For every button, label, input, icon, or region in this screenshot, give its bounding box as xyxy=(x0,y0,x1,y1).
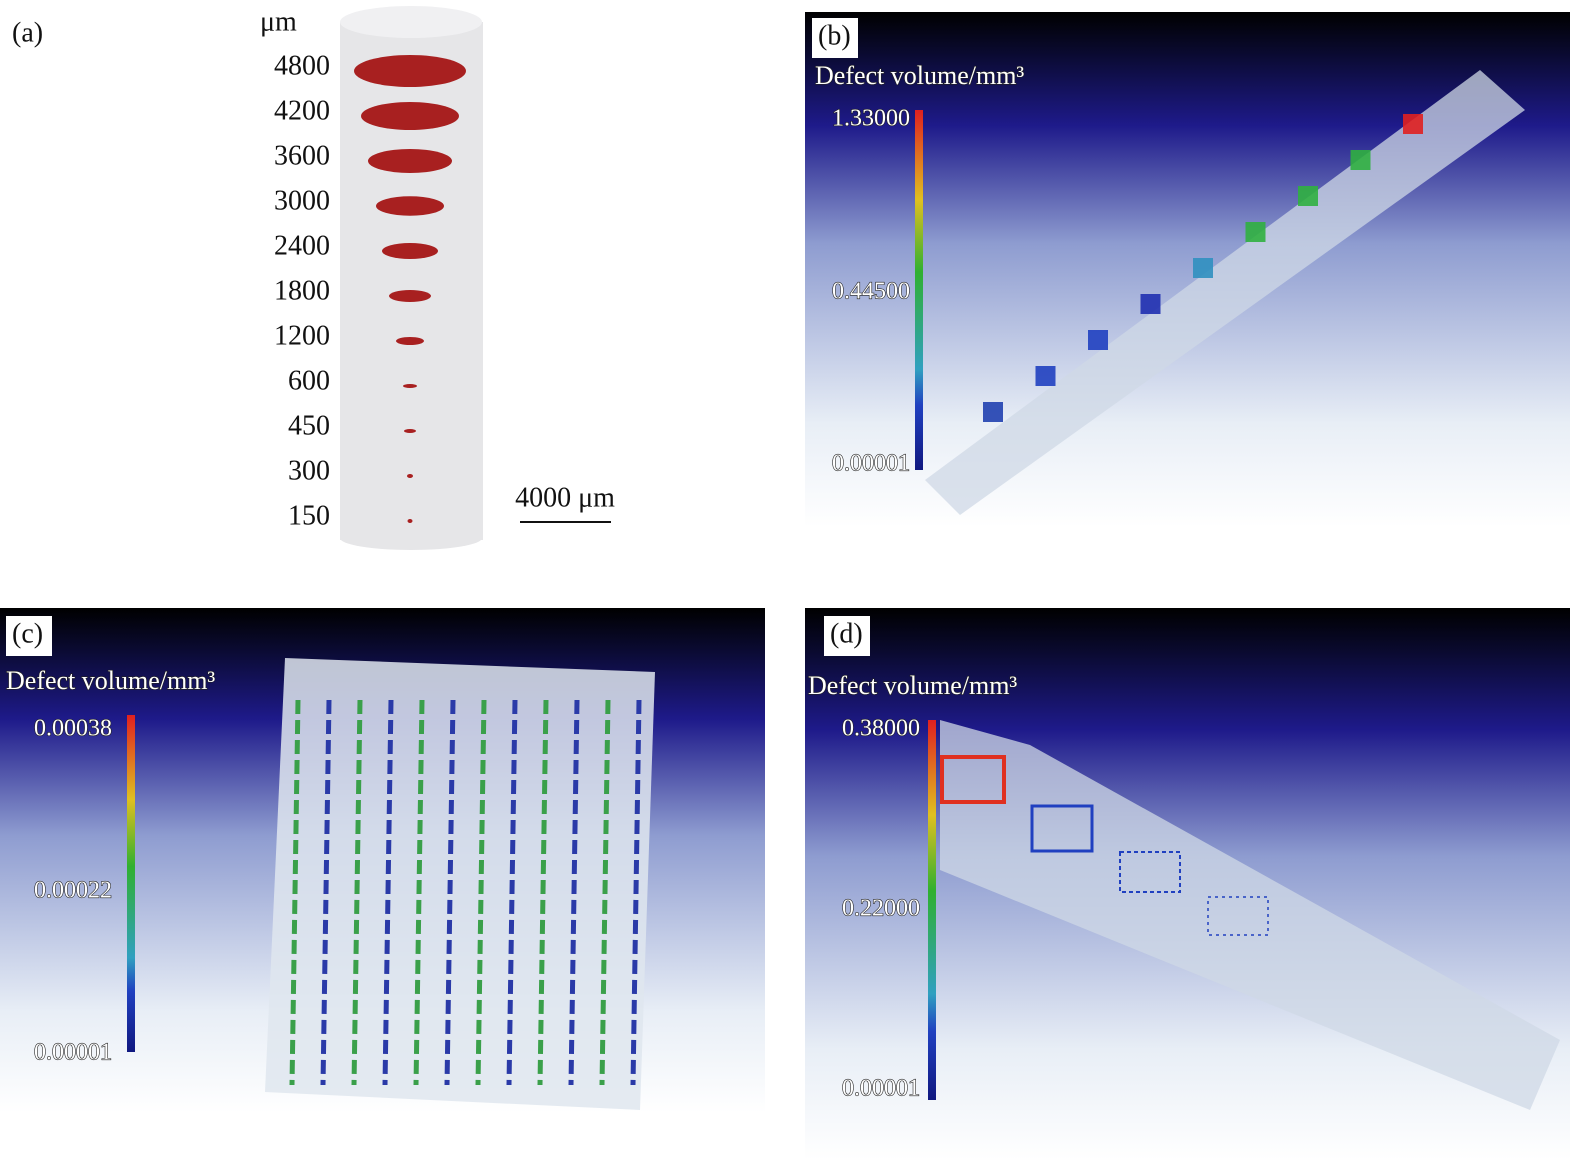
colorbar xyxy=(915,110,923,470)
colorbar-tick-label: 0.00022 xyxy=(34,878,112,904)
colorbar-title: Defect volume/mm³ xyxy=(808,671,1017,700)
panel-a xyxy=(340,6,611,550)
colorbar-title: Defect volume/mm³ xyxy=(6,666,215,695)
colorbar-tick-label: 0.44500 xyxy=(832,279,910,305)
specimen xyxy=(925,70,1525,515)
depth-label: 450 xyxy=(288,410,330,441)
panel-label: (c) xyxy=(12,618,43,649)
defect-cube xyxy=(1140,294,1161,314)
defect-streak xyxy=(444,699,456,1086)
colorbar xyxy=(928,720,936,1100)
defect-slice xyxy=(354,55,466,87)
specimen xyxy=(940,720,1560,1110)
defect-streak xyxy=(289,699,301,1086)
specimen xyxy=(265,658,655,1110)
colorbar-tick-label: 0.00001 xyxy=(34,1040,112,1066)
defect-streak xyxy=(506,699,518,1086)
panel-label: (a) xyxy=(12,17,43,48)
defect-streak xyxy=(475,699,487,1086)
cylinder xyxy=(340,22,483,540)
colorbar-tick-label: 0.00038 xyxy=(34,716,112,742)
cylinder-bottom xyxy=(340,526,482,550)
depth-label: 4800 xyxy=(274,50,330,81)
defect-region xyxy=(1119,851,1181,893)
depth-label: 1200 xyxy=(274,320,330,351)
defect-cube xyxy=(1088,330,1108,350)
colorbar xyxy=(127,715,135,1052)
defect-slice xyxy=(396,337,424,345)
defect-streak xyxy=(599,699,611,1086)
depth-label: 4200 xyxy=(274,95,330,126)
defect-cube xyxy=(1403,114,1423,134)
defect-slice xyxy=(382,243,438,259)
colorbar-tick-label: 0.22000 xyxy=(842,896,920,922)
panel-label-box xyxy=(824,616,870,656)
defect-streak xyxy=(537,699,549,1086)
colorbar-title: Defect volume/mm³ xyxy=(815,61,1024,90)
defect-cube xyxy=(1350,150,1371,170)
depth-label: 150 xyxy=(288,500,330,531)
depth-label: 2400 xyxy=(274,230,330,261)
cylinder-top xyxy=(340,6,482,38)
defect-slice xyxy=(368,149,452,173)
defect-region xyxy=(1030,804,1094,853)
colorbar-tick-label: 0.00001 xyxy=(842,1076,920,1102)
unit: μm xyxy=(260,6,297,37)
defect-slice xyxy=(407,519,413,523)
defect-slice xyxy=(407,474,413,478)
defect-streak xyxy=(568,699,580,1086)
depth-label: 3600 xyxy=(274,140,330,171)
defect-streak xyxy=(351,699,363,1086)
defect-slice xyxy=(376,196,444,216)
defect-streak xyxy=(382,699,394,1086)
scale-bar-label: 4000 μm xyxy=(515,482,615,513)
depth-label: 3000 xyxy=(274,185,330,216)
defect-cube xyxy=(1298,186,1318,206)
defect-cube xyxy=(1193,258,1213,278)
colorbar-tick-label: 0.00001 xyxy=(832,451,910,477)
defect-slice xyxy=(389,290,431,302)
defect-region xyxy=(940,755,1006,804)
defect-streak xyxy=(630,699,642,1086)
colorbar-tick-label: 0.38000 xyxy=(842,716,920,742)
defect-cube xyxy=(983,402,1003,422)
depth-label: 300 xyxy=(288,455,330,486)
depth-label: 600 xyxy=(288,365,330,396)
defect-slice xyxy=(361,102,459,130)
defect-streak xyxy=(320,699,332,1086)
panel-label: (b) xyxy=(818,20,851,51)
defect-slice xyxy=(403,384,417,388)
depth-label: 1800 xyxy=(274,275,330,306)
panel-label-box xyxy=(812,18,858,58)
panel-label: (d) xyxy=(830,618,863,649)
defect-slice xyxy=(404,429,416,433)
defect-cube xyxy=(1035,366,1056,386)
defect-region xyxy=(1207,896,1269,936)
defect-streak xyxy=(413,699,425,1086)
colorbar-tick-label: 1.33000 xyxy=(832,106,910,132)
defect-cube xyxy=(1245,222,1266,242)
panel-label-box xyxy=(6,616,52,656)
